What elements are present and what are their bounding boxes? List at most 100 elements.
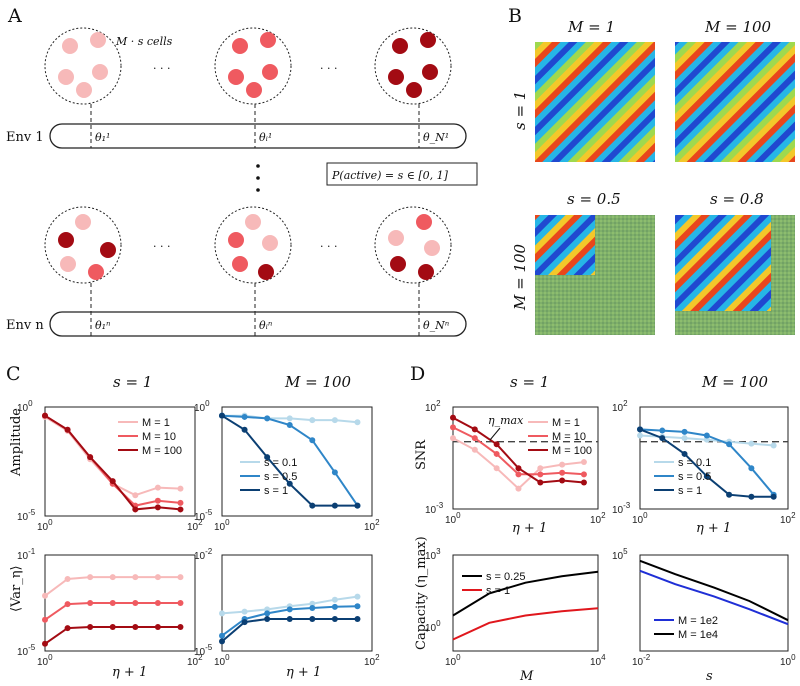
y-tick-label: 102 [612, 399, 628, 414]
data-point [450, 435, 456, 442]
data-point [515, 485, 522, 492]
data-point [132, 574, 139, 581]
xlabel-d3: M [519, 669, 534, 684]
data-point [219, 610, 225, 617]
legend-label: M = 100 [142, 445, 182, 457]
tick-exponent: -5 [205, 508, 213, 517]
xlabel-d1: η + 1 [512, 521, 547, 536]
x-tick-label: 100 [780, 653, 796, 668]
data-point [264, 610, 271, 617]
chart-5: 100 102 102 10-3 s = 0.1 s = 0.5 s = 1 [612, 399, 796, 526]
xlabel-c1: η + 1 [112, 665, 147, 680]
tick-exponent: 2 [198, 518, 203, 527]
panel-letter-a: A [7, 5, 22, 27]
data-point [264, 454, 271, 461]
x-tick-label: 100 [214, 653, 230, 668]
y-tick-label: 10-5 [194, 508, 213, 523]
data-point [703, 432, 710, 439]
legend-label: s = 0.1 [264, 457, 297, 469]
ylabel-var: ⟨Var_η⟩ [9, 565, 24, 612]
data-point [154, 484, 161, 491]
data-point [354, 419, 361, 426]
thetan-n: θ_Nⁿ [423, 319, 449, 332]
x-tick-label: 102 [780, 511, 796, 526]
data-point [219, 638, 225, 645]
data-point [309, 616, 316, 622]
data-point [286, 606, 293, 613]
data-point [703, 473, 710, 480]
theta-1: θ₁¹ [95, 131, 110, 144]
data-point [354, 502, 361, 509]
legend-label: M = 1e4 [678, 629, 718, 641]
data-point [681, 428, 688, 435]
legend-label: s = 1 [486, 585, 510, 597]
data-point [637, 426, 643, 433]
tick-exponent: 2 [375, 653, 380, 662]
x-tick-label: 102 [364, 518, 380, 533]
data-point [109, 478, 116, 485]
data-point [219, 632, 225, 639]
chart-7: 10-2 100 105 M = 1e2 M = 1e4 [612, 547, 796, 668]
tick-exponent: 0 [225, 653, 230, 662]
data-point [559, 477, 566, 484]
data-point [241, 413, 248, 420]
data-point [637, 432, 643, 439]
data-point [132, 600, 139, 606]
data-point [726, 441, 733, 448]
tick-exponent: 2 [436, 399, 441, 408]
data-point [354, 616, 361, 622]
heatmap-s08-active [675, 215, 771, 311]
y-tick-label: 10-5 [17, 508, 36, 523]
legend-label: M = 100 [552, 445, 592, 457]
data-point [154, 497, 161, 504]
tick-exponent: 2 [198, 653, 203, 662]
chart-title-d1: s = 1 [510, 373, 549, 391]
data-point [87, 624, 94, 630]
data-point [87, 600, 94, 606]
data-point [64, 601, 71, 608]
y-tick-label: 10-5 [194, 643, 213, 658]
data-point [154, 574, 161, 581]
data-point [748, 493, 755, 500]
data-point [177, 600, 184, 606]
tick-exponent: 0 [791, 653, 796, 662]
thetan-1: θ₁ⁿ [95, 319, 111, 332]
tick-exponent: 2 [601, 511, 606, 520]
data-point [537, 471, 544, 478]
env-1-track [49, 123, 467, 149]
p-active-box [326, 162, 478, 186]
p-active-label: P(active) = s ∈ [0, 1] [331, 169, 449, 182]
title-s08: s = 0.8 [710, 190, 764, 208]
module-circle [214, 27, 292, 105]
data-point [354, 603, 361, 610]
x-tick-label: 104 [590, 653, 606, 668]
legend-label: s = 0.5 [264, 471, 297, 483]
data-point [64, 426, 71, 433]
data-point [177, 506, 184, 513]
data-point [580, 459, 587, 466]
tick-exponent: -3 [623, 501, 631, 510]
y-tick-label: 10-1 [17, 547, 36, 562]
env-1-label: Env 1 [6, 130, 44, 145]
y-tick-label: 10-3 [425, 501, 444, 516]
data-point [154, 600, 161, 606]
axes-frame [452, 406, 599, 510]
axes-frame [221, 554, 373, 652]
data-point [703, 436, 710, 443]
x-tick-label: 100 [445, 653, 461, 668]
tick-exponent: -2 [643, 653, 651, 662]
data-point [241, 608, 248, 615]
x-tick-label: 10-2 [632, 653, 651, 668]
data-point [580, 479, 587, 486]
data-point [331, 616, 338, 622]
title-m100: M = 100 [704, 18, 772, 36]
y-tick-label: 105 [612, 547, 628, 562]
data-point [471, 446, 478, 453]
data-point [331, 603, 338, 610]
legend-label: M = 10 [552, 431, 586, 443]
data-point [515, 471, 522, 478]
data-point [493, 465, 500, 472]
axes-frame [639, 554, 789, 652]
data-point [515, 465, 522, 472]
